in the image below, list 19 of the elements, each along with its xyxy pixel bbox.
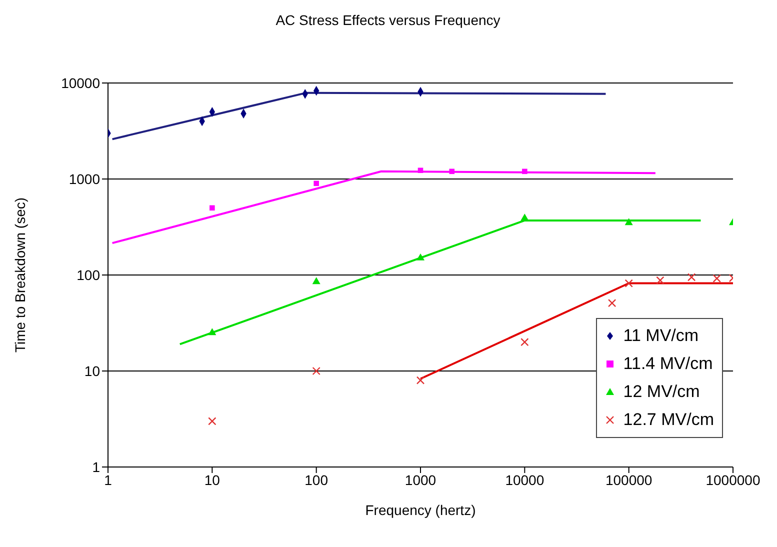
y-tick-label: 10000 xyxy=(61,74,100,91)
x-tick-label: 100000 xyxy=(605,472,652,488)
legend-label: 11.4 MV/cm xyxy=(623,353,713,375)
x-tick-label: 10 xyxy=(204,472,220,488)
x-tick-label: 1000000 xyxy=(706,472,760,488)
x-tick-label: 10000 xyxy=(505,472,544,488)
y-tick-label: 1 xyxy=(92,458,100,475)
y-axis-title: Time to Breakdown (sec) xyxy=(12,197,28,353)
legend-label: 12.7 MV/cm xyxy=(623,409,714,431)
x-tick-label: 1 xyxy=(104,472,112,488)
x-axis-title: Frequency (hertz) xyxy=(365,502,476,518)
y-tick-label: 1000 xyxy=(68,170,100,187)
y-tick-label: 10 xyxy=(84,362,100,379)
legend-label: 11 MV/cm xyxy=(623,325,699,347)
legend-label: 12 MV/cm xyxy=(623,381,700,403)
chart-title: AC Stress Effects versus Frequency xyxy=(274,11,502,30)
x-tick-label: 100 xyxy=(304,472,328,488)
x-tick-label: 1000 xyxy=(404,472,436,488)
y-tick-label: 100 xyxy=(76,266,100,283)
